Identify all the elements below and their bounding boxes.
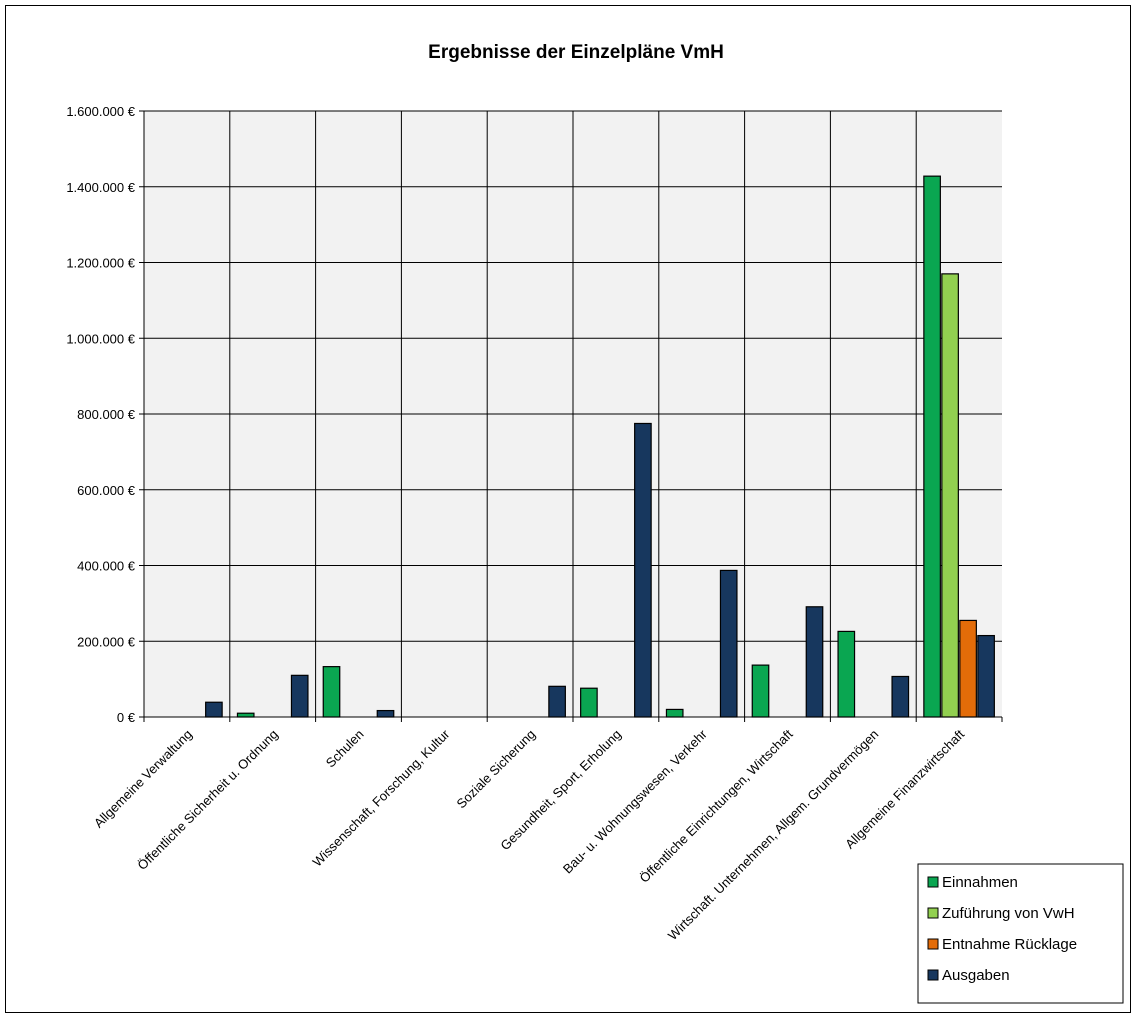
legend-label: Entnahme Rücklage xyxy=(942,936,1077,953)
x-tick-label: Allgemeine Verwaltung xyxy=(91,727,195,831)
bar xyxy=(959,619,977,718)
y-tick-label: 1.400.000 € xyxy=(66,180,135,195)
bar xyxy=(634,422,652,718)
bar xyxy=(719,569,738,718)
x-tick-label: Öffentliche Sicherheit u. Ordnung xyxy=(134,727,280,873)
x-tick-label: Soziale Sicherung xyxy=(454,727,539,812)
y-tick-label: 800.000 € xyxy=(77,407,136,422)
bar-chart: Ergebnisse der Einzelpläne VmH 0 € 200.00… xyxy=(66,42,1124,1004)
legend-swatch xyxy=(927,876,939,888)
bar xyxy=(923,175,941,718)
legend: Einnahmen Zuführung von VwH Entnahme Rückl… xyxy=(917,863,1124,1004)
y-tick-label: 1.200.000 € xyxy=(66,256,135,271)
legend-swatch xyxy=(927,969,939,981)
bar xyxy=(548,685,566,718)
legend-label: Ausgaben xyxy=(942,967,1010,984)
bar xyxy=(977,634,995,718)
bar xyxy=(376,709,395,718)
bar xyxy=(580,687,598,718)
bar xyxy=(205,701,223,718)
bar xyxy=(837,630,856,718)
bar xyxy=(290,674,309,718)
x-tick-label: Schulen xyxy=(323,727,367,771)
legend-swatch xyxy=(927,907,939,919)
chart-frame: Ergebnisse der Einzelpläne VmH 0 € 200.00… xyxy=(5,5,1131,1013)
x-tick-label: Bau- u. Wohnungswesen, Verkehr xyxy=(560,726,710,876)
y-tick-label: 400.000 € xyxy=(77,559,136,574)
y-tick-label: 0 € xyxy=(117,710,136,725)
bar xyxy=(891,675,910,718)
y-tick-label: 1.600.000 € xyxy=(66,104,135,119)
bar xyxy=(941,273,959,718)
bar xyxy=(805,606,824,718)
bar xyxy=(665,708,684,718)
y-tick-label: 600.000 € xyxy=(77,483,136,498)
legend-swatch xyxy=(927,938,939,950)
bar xyxy=(322,666,341,718)
bar xyxy=(751,664,770,718)
y-tick-label: 1.000.000 € xyxy=(66,331,135,346)
legend-box xyxy=(917,863,1124,1004)
y-tick-label: 200.000 € xyxy=(77,634,136,649)
bar xyxy=(236,712,255,718)
plot-area: 0 € 200.000 € 400.000 € 600.000 € 800.000 € 1… xyxy=(66,104,1003,943)
chart-title: Ergebnisse der Einzelpläne VmH xyxy=(428,42,724,63)
x-tick-label: Wissenschaft, Forschung, Kultur xyxy=(309,726,452,869)
x-tick-label: Öffentliche Einrichtungen, Wirtschaft xyxy=(637,726,796,885)
legend-label: Einnahmen xyxy=(942,874,1018,891)
legend-label: Zuführung von VwH xyxy=(942,905,1075,922)
